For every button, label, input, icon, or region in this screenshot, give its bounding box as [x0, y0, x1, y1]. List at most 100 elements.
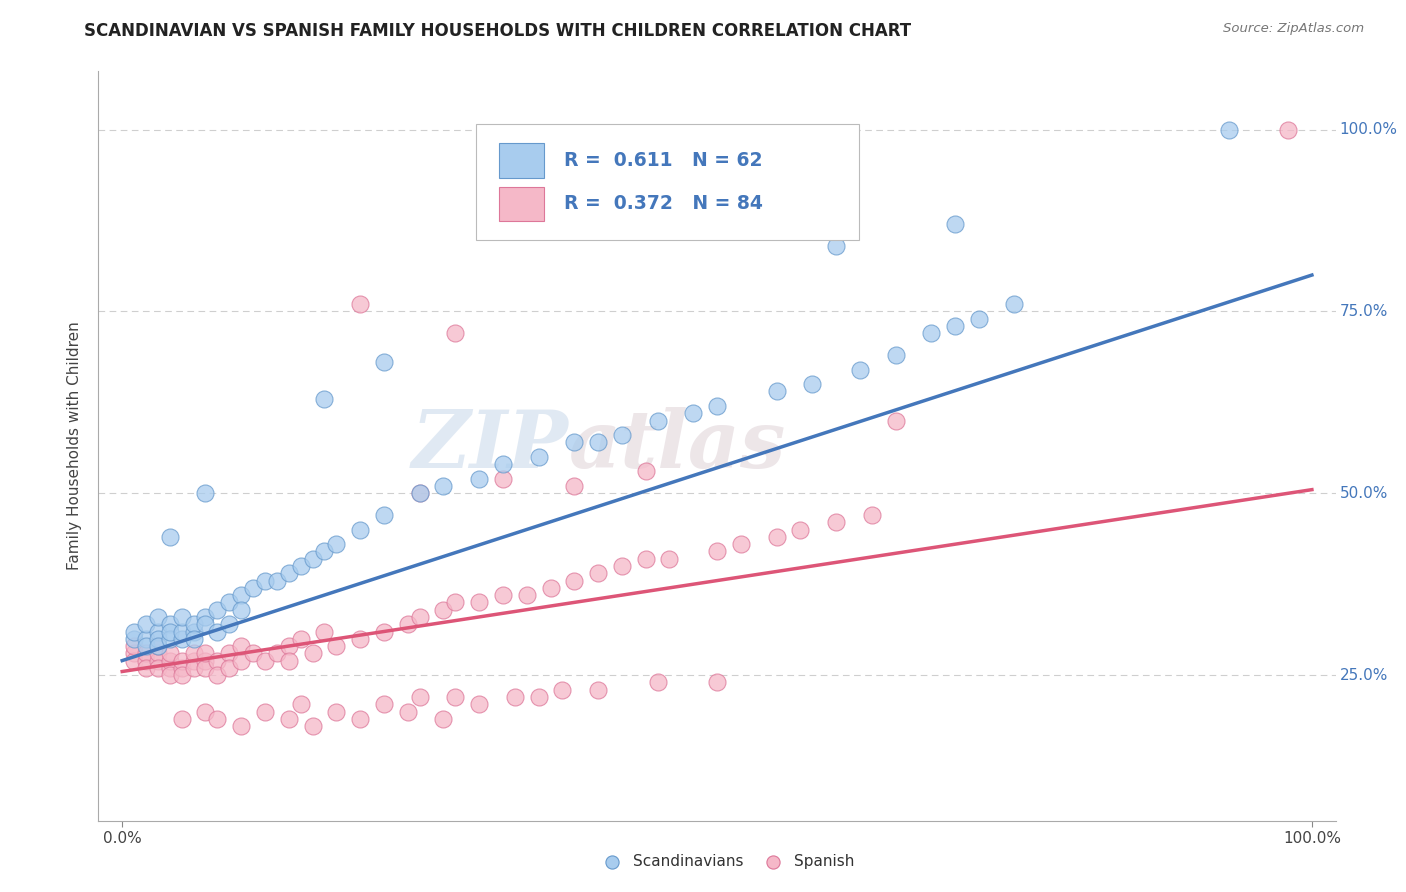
Point — [562, 574, 585, 588]
Point — [231, 602, 253, 616]
Point — [349, 297, 371, 311]
Point — [231, 588, 253, 602]
Point — [183, 617, 205, 632]
Point — [170, 632, 193, 646]
Point — [122, 639, 145, 653]
Point — [194, 654, 217, 668]
Point — [146, 624, 169, 639]
Point — [682, 406, 704, 420]
Point — [170, 712, 193, 726]
Point — [516, 588, 538, 602]
Point — [122, 624, 145, 639]
Point — [135, 646, 157, 660]
Point — [146, 639, 169, 653]
Point — [277, 639, 299, 653]
Point — [408, 610, 430, 624]
Text: R =  0.372   N = 84: R = 0.372 N = 84 — [564, 194, 762, 213]
Point — [647, 413, 669, 427]
Point — [540, 581, 562, 595]
Point — [170, 610, 193, 624]
Text: SCANDINAVIAN VS SPANISH FAMILY HOUSEHOLDS WITH CHILDREN CORRELATION CHART: SCANDINAVIAN VS SPANISH FAMILY HOUSEHOLD… — [84, 22, 911, 40]
Point — [1277, 122, 1299, 136]
Point — [266, 574, 288, 588]
Point — [135, 617, 157, 632]
Text: 25.0%: 25.0% — [1340, 667, 1388, 682]
Point — [170, 654, 193, 668]
Point — [314, 544, 336, 558]
Point — [605, 890, 627, 892]
Point — [314, 392, 336, 406]
Point — [159, 632, 181, 646]
Point — [849, 362, 872, 376]
Text: Source: ZipAtlas.com: Source: ZipAtlas.com — [1223, 22, 1364, 36]
Text: R =  0.611   N = 62: R = 0.611 N = 62 — [564, 151, 762, 170]
Point — [253, 574, 276, 588]
Point — [408, 486, 430, 500]
Point — [967, 311, 990, 326]
Point — [586, 682, 609, 697]
Point — [170, 661, 193, 675]
Point — [801, 377, 824, 392]
Point — [159, 661, 181, 675]
Point — [183, 632, 205, 646]
Point — [432, 602, 454, 616]
Point — [492, 457, 515, 471]
Point — [207, 712, 229, 726]
Point — [122, 632, 145, 646]
Point — [408, 486, 430, 500]
Point — [527, 690, 550, 704]
Point — [349, 712, 371, 726]
Point — [706, 675, 728, 690]
Point — [146, 654, 169, 668]
Point — [159, 668, 181, 682]
Point — [231, 639, 253, 653]
Point — [373, 624, 395, 639]
Point — [135, 661, 157, 675]
Text: ZIP: ZIP — [412, 408, 568, 484]
Point — [634, 551, 657, 566]
Point — [943, 217, 966, 231]
Point — [146, 639, 169, 653]
Point — [146, 661, 169, 675]
Point — [135, 654, 157, 668]
Point — [789, 523, 811, 537]
Text: 50.0%: 50.0% — [1340, 486, 1388, 500]
Point — [1218, 122, 1240, 136]
Point — [706, 399, 728, 413]
Point — [860, 508, 883, 522]
Point — [135, 639, 157, 653]
Point — [290, 559, 312, 574]
Text: 100.0%: 100.0% — [1340, 122, 1398, 137]
Text: 75.0%: 75.0% — [1340, 304, 1388, 319]
Point — [503, 690, 526, 704]
Point — [218, 661, 240, 675]
Point — [765, 384, 787, 399]
Point — [194, 617, 217, 632]
Y-axis label: Family Households with Children: Family Households with Children — [67, 322, 83, 570]
Point — [146, 610, 169, 624]
Point — [194, 486, 217, 500]
Point — [562, 479, 585, 493]
Point — [325, 537, 347, 551]
Point — [444, 595, 467, 609]
Text: atlas: atlas — [568, 408, 786, 484]
Point — [943, 318, 966, 333]
Point — [634, 465, 657, 479]
Point — [218, 617, 240, 632]
Point — [218, 646, 240, 660]
Point — [183, 646, 205, 660]
Point — [231, 654, 253, 668]
Point — [468, 472, 491, 486]
Point — [207, 654, 229, 668]
Point — [349, 523, 371, 537]
Point — [122, 654, 145, 668]
Point — [266, 646, 288, 660]
Point — [183, 661, 205, 675]
Point — [765, 530, 787, 544]
Point — [146, 632, 169, 646]
Point — [135, 632, 157, 646]
Point — [242, 581, 264, 595]
Point — [373, 355, 395, 369]
Point — [194, 646, 217, 660]
Point — [301, 551, 323, 566]
